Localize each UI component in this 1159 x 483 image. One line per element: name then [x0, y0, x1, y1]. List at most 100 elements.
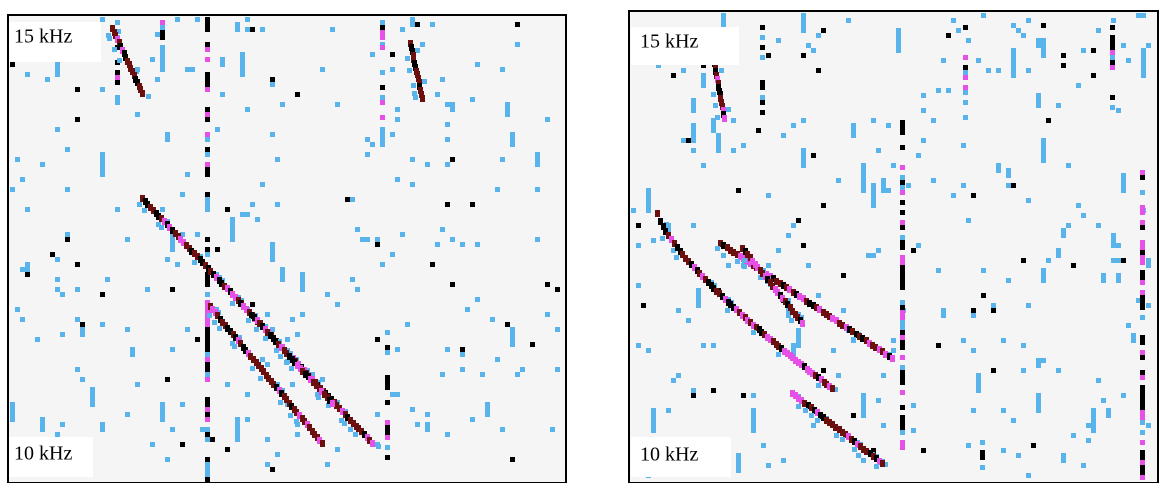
- spectrogram-cell: [701, 343, 706, 348]
- spectrogram-cell: [410, 407, 415, 412]
- spectrogram-cell: [390, 392, 395, 397]
- spectrogram-cell: [445, 122, 450, 127]
- spectrogram-cell: [345, 414, 350, 421]
- spectrogram-cell: [636, 343, 641, 348]
- spectrogram-cell: [205, 397, 210, 402]
- spectrogram-cell: [390, 252, 395, 257]
- spectrogram-cell: [270, 242, 275, 262]
- spectrogram-cell: [235, 422, 240, 427]
- spectrogram-cell: [20, 177, 25, 182]
- spectrogram-cell: [809, 404, 814, 411]
- spectrogram-cell: [160, 402, 165, 422]
- spectrogram-cell: [846, 18, 851, 23]
- spectrogram-cell: [205, 42, 210, 47]
- spectrogram-cell: [205, 162, 210, 167]
- spectrogram-cell: [675, 244, 680, 251]
- spectrogram-cell: [370, 52, 375, 57]
- spectrogram-cell: [134, 69, 139, 74]
- spectrogram-cell: [1001, 338, 1006, 343]
- spectrogram-cell: [721, 111, 726, 118]
- spectrogram-cell: [265, 437, 270, 442]
- spectrogram-cell: [1066, 163, 1071, 168]
- spectrogram-cell: [205, 412, 210, 417]
- spectrogram-cell: [205, 317, 210, 322]
- spectrogram-cell: [877, 458, 882, 465]
- spectrogram-cell: [405, 322, 410, 327]
- spectrogram-cell: [148, 204, 153, 211]
- spectrogram-cell: [1140, 350, 1145, 355]
- spectrogram-cell: [385, 400, 390, 405]
- spectrogram-cell: [250, 366, 255, 371]
- spectrogram-cell: [664, 222, 669, 227]
- spectrogram-cell: [270, 82, 275, 87]
- spectrogram-cell: [827, 313, 832, 320]
- spectrogram-cell: [849, 436, 854, 443]
- spectrogram-cell: [260, 357, 265, 362]
- spectrogram-cell: [676, 373, 681, 378]
- spectrogram-cell: [285, 337, 290, 342]
- spectrogram-cell: [715, 76, 720, 83]
- spectrogram-cell: [1140, 410, 1145, 415]
- spectrogram-cell: [776, 352, 781, 357]
- spectrogram-cell: [936, 268, 941, 273]
- spectrogram-cell: [175, 17, 180, 22]
- spectrogram-cell: [1110, 65, 1115, 70]
- spectrogram-cell: [1140, 355, 1145, 360]
- spectrogram-cell: [900, 335, 905, 340]
- spectrogram-cell: [806, 402, 811, 409]
- spectrogram-cell: [505, 102, 510, 117]
- spectrogram-cell: [811, 423, 816, 428]
- spectrogram-cell: [791, 289, 796, 296]
- spectrogram-cell: [1110, 55, 1115, 60]
- spectrogram-cell: [185, 172, 190, 177]
- spectrogram-cell: [1116, 108, 1121, 113]
- spectrogram-cell: [20, 267, 25, 272]
- spectrogram-cell: [980, 450, 985, 455]
- spectrogram-cell: [365, 152, 370, 157]
- spectrogram-cell: [415, 71, 420, 78]
- spectrogram-cell: [762, 331, 767, 338]
- spectrogram-cell: [294, 409, 299, 416]
- spectrogram-cell: [1071, 263, 1076, 268]
- spectrogram-cell: [100, 422, 105, 427]
- spectrogram-cell: [760, 35, 765, 40]
- spectrogram-cell: [367, 437, 372, 444]
- spectrogram-cell: [205, 292, 210, 297]
- spectrogram-cell: [25, 262, 30, 272]
- spectrogram-cell: [1140, 220, 1145, 225]
- spectrogram-cell: [800, 320, 805, 327]
- spectrogram-cell: [981, 268, 986, 273]
- spectrogram-cell: [669, 236, 674, 243]
- spectrogram-cell: [295, 432, 300, 437]
- spectrogram-cell: [417, 83, 422, 90]
- spectrogram-cell: [10, 62, 15, 67]
- spectrogram-cell: [555, 287, 560, 292]
- spectrogram-cell: [911, 248, 916, 253]
- spectrogram-cell: [765, 276, 770, 283]
- spectrogram-cell: [289, 403, 294, 410]
- spectrogram-cell: [205, 462, 210, 467]
- spectrogram-cell: [840, 322, 845, 329]
- spectrogram-cell: [655, 210, 660, 217]
- spectrogram-cell: [1140, 455, 1145, 460]
- spectrogram-cell: [936, 343, 941, 348]
- spectrogram-cell: [966, 38, 971, 43]
- spectrogram-cell: [790, 390, 795, 397]
- spectrogram-cell: [380, 45, 385, 50]
- spectrogram-cell: [500, 67, 505, 72]
- spectrogram-cell: [445, 162, 450, 167]
- spectrogram-cell: [303, 371, 308, 378]
- spectrogram-cell: [816, 374, 821, 381]
- spectrogram-cell: [738, 253, 743, 260]
- spectrogram-cell: [65, 232, 70, 237]
- spectrogram-cell: [385, 385, 390, 390]
- spectrogram-cell: [535, 187, 540, 192]
- spectrogram-cell: [411, 83, 416, 88]
- spectrogram-cell: [205, 237, 210, 242]
- spectrogram-cell: [440, 372, 445, 377]
- spectrogram-cell: [350, 197, 355, 202]
- spectrogram-cell: [819, 376, 824, 383]
- spectrogram-cell: [840, 429, 845, 436]
- spectrogram-cell: [150, 57, 155, 62]
